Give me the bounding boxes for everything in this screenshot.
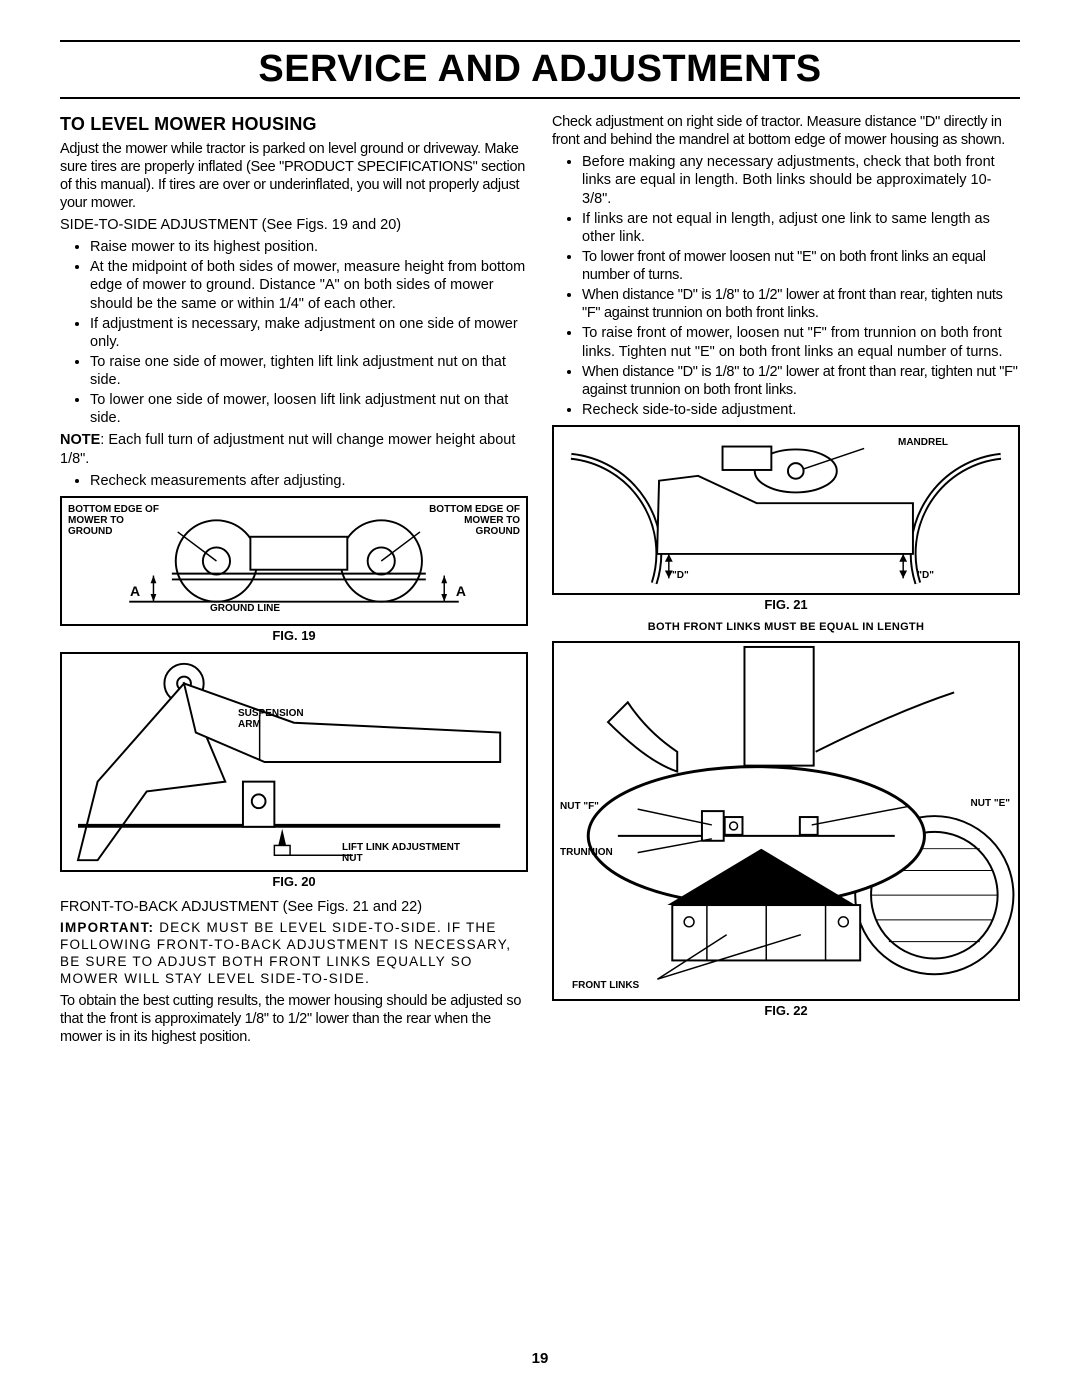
two-column-layout: To Level Mower Housing Adjust the mower … (60, 109, 1020, 1050)
fig19-caption: FIG. 19 (60, 628, 528, 644)
figure-19-box: BOTTOM EDGE OF MOWER TO GROUND BOTTOM ED… (60, 496, 528, 626)
bullet-item: When distance "D" is 1/8" to 1/2" lower … (582, 363, 1020, 399)
bullet-item: Recheck side-to-side adjustment. (582, 401, 1020, 419)
front-para: To obtain the best cutting results, the … (60, 992, 528, 1046)
both-links-note: BOTH FRONT LINKS MUST BE EQUAL IN LENGTH (552, 621, 1020, 635)
bullet-item: At the midpoint of both sides of mower, … (90, 258, 528, 312)
side-bullet-list: Raise mower to its highest position. At … (60, 238, 528, 427)
fig20-lift-label: LIFT LINK ADJUSTMENT NUT (342, 842, 482, 864)
fig20-susp-label: SUSPENSION ARM (238, 708, 328, 730)
bullet-item: Raise mower to its highest position. (90, 238, 528, 256)
manual-page: SERVICE AND ADJUSTMENTS To Level Mower H… (0, 0, 1080, 1397)
section-heading: To Level Mower Housing (60, 113, 528, 136)
note-para: NOTE: Each full turn of adjustment nut w… (60, 431, 528, 467)
bullet-item: To raise front of mower, loosen nut "F" … (582, 324, 1020, 360)
fig19-a-right: A (456, 584, 466, 599)
figure-21-svg (554, 427, 1018, 593)
page-number: 19 (0, 1350, 1080, 1367)
bullet-item: To lower one side of mower, loosen lift … (90, 391, 528, 427)
fig22-front-links: FRONT LINKS (572, 980, 639, 991)
page-title: SERVICE AND ADJUSTMENTS (60, 48, 1020, 91)
fig22-caption: FIG. 22 (552, 1003, 1020, 1019)
fig19-right-label: BOTTOM EDGE OF MOWER TO GROUND (428, 504, 520, 537)
fig22-nut-e: NUT "E" (971, 798, 1010, 809)
bullet-item: If adjustment is necessary, make adjustm… (90, 315, 528, 351)
fig22-nut-f: NUT "F" (560, 801, 599, 812)
bullet-item: Recheck measurements after adjusting. (90, 472, 528, 490)
figure-22-svg (554, 643, 1018, 999)
fig21-d2: "D" (917, 570, 934, 581)
figure-20-box: SUSPENSION ARM LIFT LINK ADJUSTMENT NUT (60, 652, 528, 872)
figure-21-box: MANDREL "D" "D" (552, 425, 1020, 595)
important-para: IMPORTANT: DECK MUST BE LEVEL SIDE-TO-SI… (60, 920, 528, 988)
front-adjust-title: FRONT-TO-BACK ADJUSTMENT (See Figs. 21 a… (60, 898, 528, 916)
top-rule (60, 40, 1020, 42)
bottom-rule (60, 97, 1020, 99)
right-intro: Check adjustment on right side of tracto… (552, 113, 1020, 149)
bullet-item: If links are not equal in length, adjust… (582, 210, 1020, 246)
fig21-caption: FIG. 21 (552, 597, 1020, 613)
fig19-left-label: BOTTOM EDGE OF MOWER TO GROUND (68, 504, 160, 537)
bullet-item: When distance "D" is 1/8" to 1/2" lower … (582, 286, 1020, 322)
fig19-a-left: A (130, 584, 140, 599)
figure-22-box: NUT "F" NUT "E" TRUNNION FRONT LINKS (552, 641, 1020, 1001)
intro-para: Adjust the mower while tractor is parked… (60, 140, 528, 213)
important-label: IMPORTANT: (60, 920, 154, 935)
right-column: Check adjustment on right side of tracto… (552, 109, 1020, 1050)
note-text: : Each full turn of adjustment nut will … (60, 432, 515, 466)
right-bullet-list: Before making any necessary adjustments,… (552, 153, 1020, 419)
figure-20-svg (62, 654, 526, 870)
fig19-ground-line: GROUND LINE (210, 603, 280, 614)
fig22-trunnion: TRUNNION (560, 847, 613, 858)
fig21-d1: "D" (672, 570, 689, 581)
note-label: NOTE (60, 432, 100, 448)
bullet-item: To raise one side of mower, tighten lift… (90, 353, 528, 389)
bullet-item: Before making any necessary adjustments,… (582, 153, 1020, 207)
fig21-mandrel: MANDREL (898, 437, 948, 448)
bullet-item: To lower front of mower loosen nut "E" o… (582, 248, 1020, 284)
fig20-caption: FIG. 20 (60, 874, 528, 890)
side-adjust-title: SIDE-TO-SIDE ADJUSTMENT (See Figs. 19 an… (60, 216, 528, 234)
left-column: To Level Mower Housing Adjust the mower … (60, 109, 528, 1050)
recheck-list: Recheck measurements after adjusting. (60, 472, 528, 490)
